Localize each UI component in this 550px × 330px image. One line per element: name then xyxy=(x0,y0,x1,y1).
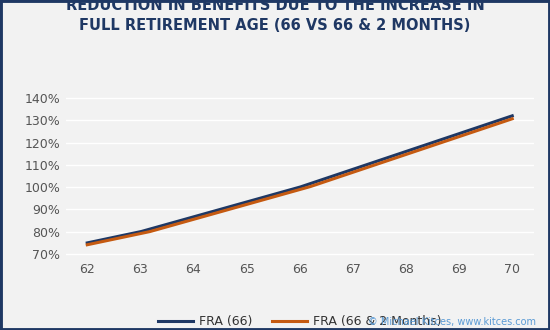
Line: FRA (66 & 2 Months): FRA (66 & 2 Months) xyxy=(87,119,512,245)
FRA (66 & 2 Months) xyxy=(469,130,476,134)
Line: FRA (66): FRA (66) xyxy=(87,116,512,243)
FRA (66 & 2 Months) xyxy=(344,172,351,176)
FRA (66) xyxy=(344,169,351,173)
FRA (66) xyxy=(469,127,476,131)
FRA (66 & 2 Months) xyxy=(337,175,344,179)
FRA (66 & 2 Months) xyxy=(84,243,91,247)
FRA (66) xyxy=(85,241,92,245)
FRA (66) xyxy=(509,114,515,118)
FRA (66 & 2 Months) xyxy=(509,117,515,121)
FRA (66 & 2 Months) xyxy=(336,175,342,179)
FRA (66 & 2 Months) xyxy=(85,243,92,247)
Legend: FRA (66), FRA (66 & 2 Months): FRA (66), FRA (66 & 2 Months) xyxy=(153,310,446,330)
FRA (66) xyxy=(336,172,342,176)
FRA (66) xyxy=(337,172,344,176)
Text: © Michael Kitces, www.kitces.com: © Michael Kitces, www.kitces.com xyxy=(368,317,536,327)
FRA (66) xyxy=(84,241,91,245)
FRA (66) xyxy=(442,136,449,140)
Text: REDUCTION IN BENEFITS DUE TO THE INCREASE IN
FULL RETIREMENT AGE (66 VS 66 & 2 M: REDUCTION IN BENEFITS DUE TO THE INCREAS… xyxy=(65,0,485,33)
FRA (66 & 2 Months) xyxy=(442,139,449,143)
